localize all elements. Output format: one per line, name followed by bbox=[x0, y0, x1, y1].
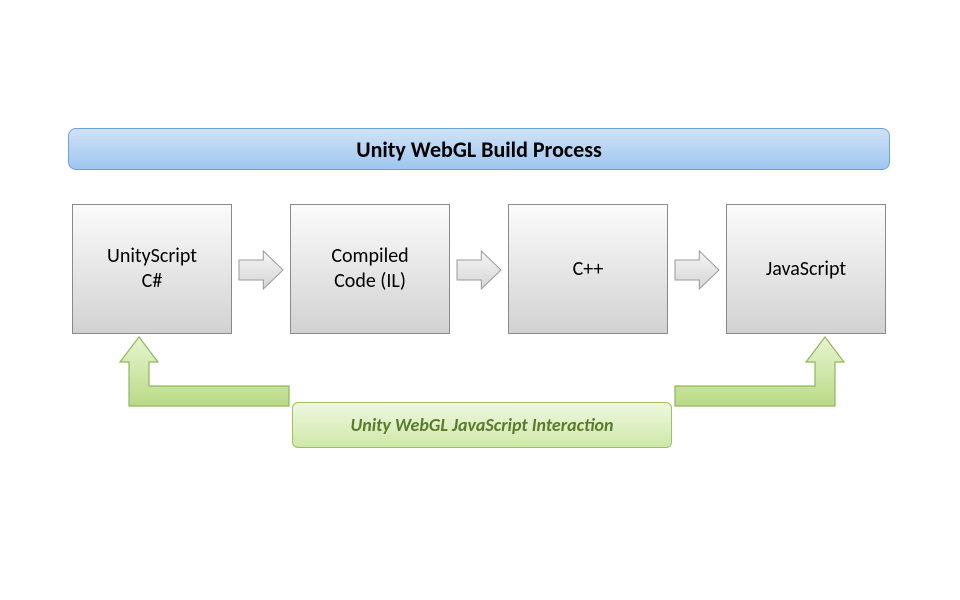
process-box: Compiled Code (IL) bbox=[290, 204, 450, 334]
process-box-label: C++ bbox=[573, 257, 604, 282]
process-box: C++ bbox=[508, 204, 668, 334]
diagram-canvas: Unity WebGL Build Process UnityScript C#… bbox=[0, 0, 960, 600]
flow-arrow-icon bbox=[456, 250, 502, 290]
process-box-label: JavaScript bbox=[766, 257, 846, 282]
process-box-label: UnityScript C# bbox=[107, 244, 197, 294]
title-bar: Unity WebGL Build Process bbox=[68, 128, 890, 170]
flow-arrow-icon bbox=[238, 250, 284, 290]
process-box-label: Compiled Code (IL) bbox=[331, 244, 408, 294]
interaction-text: Unity WebGL JavaScript Interaction bbox=[350, 414, 613, 436]
flow-arrow-icon bbox=[674, 250, 720, 290]
process-box: JavaScript bbox=[726, 204, 886, 334]
interaction-box: Unity WebGL JavaScript Interaction bbox=[292, 402, 672, 448]
elbow-arrow-icon bbox=[674, 336, 846, 428]
process-box: UnityScript C# bbox=[72, 204, 232, 334]
elbow-arrow-icon bbox=[118, 336, 290, 428]
title-text: Unity WebGL Build Process bbox=[356, 136, 602, 163]
